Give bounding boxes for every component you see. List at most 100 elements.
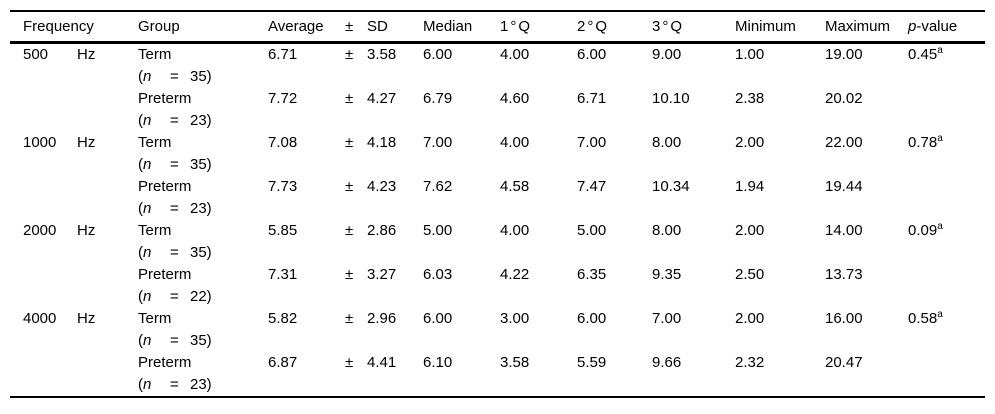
cell-sd: 3.58 [367,45,397,63]
p-value: 0.09 [908,221,938,239]
cell-q1: 4.58 [500,177,530,195]
cell-q1: 4.00 [500,45,530,63]
cell-minimum: 2.50 [735,265,765,283]
footnote-marker: a [937,132,943,144]
cell-q3: 8.00 [652,133,682,151]
cell-p-value [908,88,985,132]
cell-minimum: 1.00 [735,45,765,63]
frequency-value: 4000 [23,309,57,327]
cell-group: Term (n = 35) [138,132,268,176]
group-n: (n = 35) [138,66,268,88]
group-n: (n = 23) [138,374,268,396]
col-header-p-value: p-value [908,11,985,44]
cell-average: 5.85 [268,221,298,239]
cell-sd: 4.18 [367,133,397,151]
cell-minimum: 2.32 [735,353,765,371]
cell-sd: 2.86 [367,221,397,239]
cell-median: 6.03 [423,265,453,283]
cell-group: Term (n = 35) [138,220,268,264]
group-name: Term [138,309,172,327]
cell-minimum: 2.00 [735,221,765,239]
table-row: Preterm (n = 23) 6.87 ± 4.41 6.10 3.58 5.5… [10,352,985,397]
header-row: Frequency Group Average ± SD Median 1°Q … [10,11,985,44]
p-value-suffix: -value [916,17,958,35]
cell-median: 6.00 [423,45,453,63]
footnote-marker: a [937,44,943,56]
paren-open: ( [138,67,143,85]
col-header-frequency: Frequency [10,11,138,44]
cell-median: 6.10 [423,353,453,371]
cell-pm: ± [345,89,354,107]
cell-q2: 6.71 [577,89,607,107]
n-symbol: n [143,67,152,85]
cell-minimum: 1.94 [735,177,765,195]
cell-group: Preterm (n = 23) [138,352,268,397]
table-row: Preterm (n = 22) 7.31 ± 3.27 6.03 4.22 6.3… [10,264,985,308]
table-row: Preterm (n = 23) 7.73 ± 4.23 7.62 4.58 7.4… [10,176,985,220]
cell-frequency: 4000 Hz [10,308,138,397]
cell-sd: 2.96 [367,309,397,327]
paren-open: ( [138,287,143,305]
cell-median: 5.00 [423,221,453,239]
n-symbol: n [143,199,152,217]
cell-q3: 9.66 [652,353,682,371]
frequency-unit: Hz [77,221,96,239]
n-symbol: n [143,375,152,393]
n-symbol: n [143,111,152,129]
group-name: Preterm [138,177,192,195]
cell-maximum: 19.44 [825,177,863,195]
statistics-table: Frequency Group Average ± SD Median 1°Q … [10,10,985,398]
cell-maximum: 22.00 [825,133,863,151]
cell-sd: 4.41 [367,353,397,371]
n-symbol: n [143,155,152,173]
frequency-value: 500 [23,45,49,63]
col-header-q1: 1°Q [500,11,577,44]
p-value: 0.78 [908,133,938,151]
cell-q2: 5.00 [577,221,607,239]
cell-q2: 6.35 [577,265,607,283]
cell-median: 7.62 [423,177,453,195]
p-value: 0.45 [908,45,938,63]
table-row: 1000 Hz Term (n = 35) 7.08 ± 4.18 7.00 4.00… [10,132,985,176]
group-n: (n = 35) [138,242,268,264]
cell-frequency: 1000 Hz [10,132,138,220]
cell-group: Term (n = 35) [138,42,268,88]
paren-open: ( [138,243,143,261]
n-value: 35) [190,243,212,261]
table-body: 500 Hz Term (n = 35) 6.71 ± 3.58 6.00 4.00 … [10,42,985,397]
cell-pm: ± [345,309,354,327]
cell-q1: 4.00 [500,221,530,239]
group-n: (n = 22) [138,286,268,308]
cell-q1: 3.58 [500,353,530,371]
page: Frequency Group Average ± SD Median 1°Q … [10,10,985,398]
n-symbol: n [143,331,152,349]
group-n: (n = 23) [138,198,268,220]
cell-q3: 10.34 [652,177,690,195]
equals-sign: = [170,155,179,173]
cell-pm: ± [345,265,354,283]
col-header-minimum: Minimum [735,11,825,44]
group-name: Term [138,45,172,63]
cell-minimum: 2.00 [735,309,765,327]
group-n: (n = 35) [138,154,268,176]
col-header-q3: 3°Q [652,11,735,44]
paren-open: ( [138,155,143,173]
paren-open: ( [138,111,143,129]
table-row: 4000 Hz Term (n = 35) 5.82 ± 2.96 6.00 3.00… [10,308,985,352]
cell-q1: 4.60 [500,89,530,107]
cell-pm: ± [345,353,354,371]
cell-median: 7.00 [423,133,453,151]
cell-maximum: 13.73 [825,265,863,283]
equals-sign: = [170,287,179,305]
cell-frequency: 2000 Hz [10,220,138,308]
cell-q1: 4.00 [500,133,530,151]
cell-q3: 9.00 [652,45,682,63]
col-header-sd: SD [367,11,423,44]
cell-sd: 4.23 [367,177,397,195]
paren-open: ( [138,331,143,349]
col-header-group: Group [138,11,268,44]
cell-p-value: 0.45a [908,42,985,88]
footnote-marker: a [937,308,943,320]
n-value: 22) [190,287,212,305]
cell-maximum: 20.02 [825,89,863,107]
